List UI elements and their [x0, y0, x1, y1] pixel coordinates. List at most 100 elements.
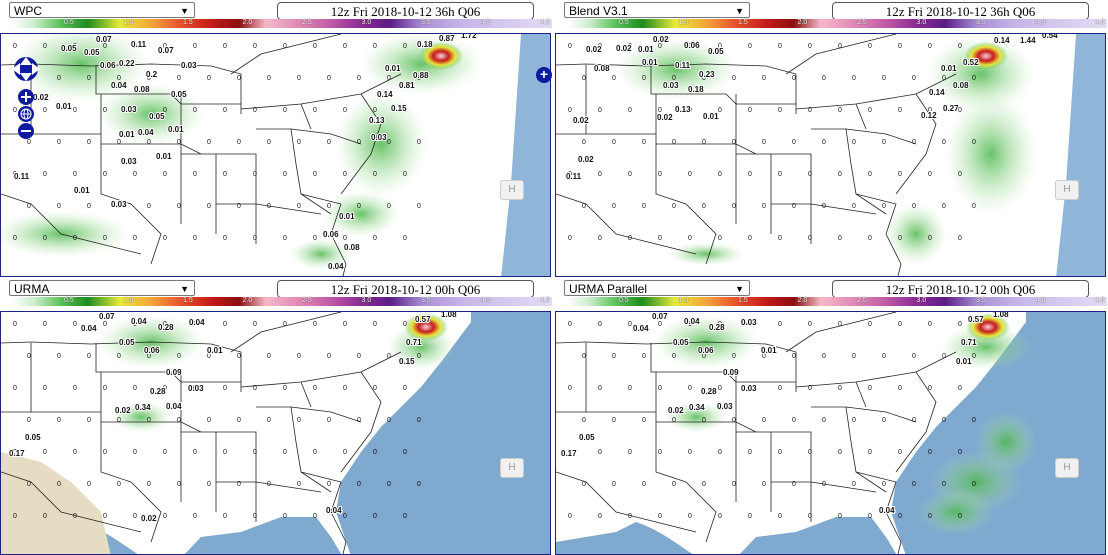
station-zero-value: 0	[253, 385, 257, 392]
station-zero-value: 0	[207, 417, 211, 424]
station-zero-value: 0	[838, 107, 842, 114]
station-zero-value: 0	[223, 107, 227, 114]
station-zero-value: 0	[357, 353, 361, 360]
precip-value-label: 0.23	[699, 70, 715, 79]
model-select[interactable]: URMA ▼	[9, 280, 195, 296]
station-zero-value: 0	[253, 449, 257, 456]
precip-value-label: 0.06	[100, 61, 116, 70]
station-zero-value: 0	[327, 75, 331, 82]
state-boundary	[655, 372, 757, 433]
station-zero-value: 0	[898, 235, 902, 242]
colorbar-tick: 2.5	[857, 19, 867, 26]
station-zero-value: 0	[133, 43, 137, 50]
station-zero-value: 0	[882, 203, 886, 210]
precip-value-label: 0.18	[688, 85, 704, 94]
precip-value-label: 0.01	[74, 186, 90, 195]
state-boundary	[771, 203, 877, 215]
station-zero-value: 0	[73, 171, 77, 178]
station-zero-value: 0	[598, 43, 602, 50]
precip-value-label: 0.22	[119, 59, 135, 68]
station-zero-value: 0	[882, 75, 886, 82]
history-button[interactable]: H	[500, 180, 524, 200]
precip-area	[667, 242, 745, 266]
colorbar-tick: 1.5	[183, 19, 193, 26]
map-panel-wpc: WPC ▼ 12z Fri 2018-10-12 36h Q06 0.5 1.0 1.5 2…	[0, 0, 553, 277]
station-zero-value: 0	[117, 353, 121, 360]
colorbar-tick: 0.5	[619, 19, 629, 26]
colorbar-tick: 4.5	[1095, 19, 1105, 26]
station-zero-value: 0	[237, 353, 241, 360]
precip-area	[944, 92, 1038, 216]
station-zero-value: 0	[958, 321, 962, 328]
station-zero-value: 0	[313, 513, 317, 520]
precip-area	[885, 203, 947, 265]
model-select[interactable]: URMA Parallel ▼	[564, 280, 750, 296]
expand-plus-icon[interactable]: +	[536, 67, 552, 83]
station-zero-value: 0	[147, 481, 151, 488]
station-zero-value: 0	[163, 43, 167, 50]
precip-area	[322, 190, 400, 238]
station-zero-value: 0	[103, 385, 107, 392]
station-zero-value: 0	[133, 171, 137, 178]
station-zero-value: 0	[13, 321, 17, 328]
station-zero-value: 0	[373, 321, 377, 328]
station-zero-value: 0	[972, 203, 976, 210]
station-zero-value: 0	[702, 203, 706, 210]
pan-arrows-icon[interactable]	[12, 57, 40, 81]
station-zero-value: 0	[117, 203, 121, 210]
precip-value-label: 0.11	[566, 172, 582, 181]
station-zero-value: 0	[87, 139, 91, 146]
station-zero-value: 0	[792, 75, 796, 82]
station-zero-value: 0	[207, 75, 211, 82]
station-zero-value: 0	[582, 481, 586, 488]
station-zero-value: 0	[778, 449, 782, 456]
station-zero-value: 0	[343, 107, 347, 114]
station-zero-value: 0	[898, 449, 902, 456]
station-zero-value: 0	[177, 481, 181, 488]
station-zero-value: 0	[868, 107, 872, 114]
precip-value-label: 0.05	[171, 90, 187, 99]
globe-icon[interactable]	[18, 106, 34, 122]
station-zero-value: 0	[403, 321, 407, 328]
history-button[interactable]: H	[500, 458, 524, 478]
station-zero-value: 0	[928, 513, 932, 520]
station-zero-value: 0	[193, 513, 197, 520]
precip-colorbar	[567, 19, 1107, 28]
station-zero-value: 0	[792, 353, 796, 360]
station-zero-value: 0	[193, 43, 197, 50]
precip-value-label: 0.81	[399, 81, 415, 90]
station-zero-value: 0	[177, 203, 181, 210]
state-boundary	[895, 93, 937, 195]
station-zero-value: 0	[642, 481, 646, 488]
precip-value-label: 0.04	[81, 324, 97, 333]
station-zero-value: 0	[283, 43, 287, 50]
state-boundary	[855, 193, 897, 235]
station-zero-value: 0	[343, 385, 347, 392]
zoom-out-icon[interactable]	[18, 123, 34, 139]
model-select[interactable]: Blend V3.1 ▼	[564, 2, 750, 18]
station-zero-value: 0	[568, 385, 572, 392]
station-zero-value: 0	[417, 203, 421, 210]
model-select[interactable]: WPC ▼	[9, 2, 195, 18]
station-zero-value: 0	[958, 513, 962, 520]
station-zero-value: 0	[103, 171, 107, 178]
station-zero-value: 0	[313, 385, 317, 392]
panel-header: Blend V3.1 ▼ 12z Fri 2018-10-12 36h Q06 0.5…	[555, 0, 1108, 33]
station-zero-value: 0	[628, 107, 632, 114]
station-zero-value: 0	[267, 139, 271, 146]
station-zero-value: 0	[718, 449, 722, 456]
station-zero-value: 0	[103, 321, 107, 328]
state-boundary	[736, 153, 772, 234]
station-zero-value: 0	[642, 139, 646, 146]
history-button[interactable]: H	[1055, 180, 1079, 200]
station-zero-value: 0	[283, 171, 287, 178]
history-button[interactable]: H	[1055, 458, 1079, 478]
station-zero-value: 0	[942, 481, 946, 488]
zoom-in-icon[interactable]	[18, 89, 34, 105]
precip-value-label: 0.05	[84, 48, 100, 57]
station-zero-value: 0	[718, 513, 722, 520]
